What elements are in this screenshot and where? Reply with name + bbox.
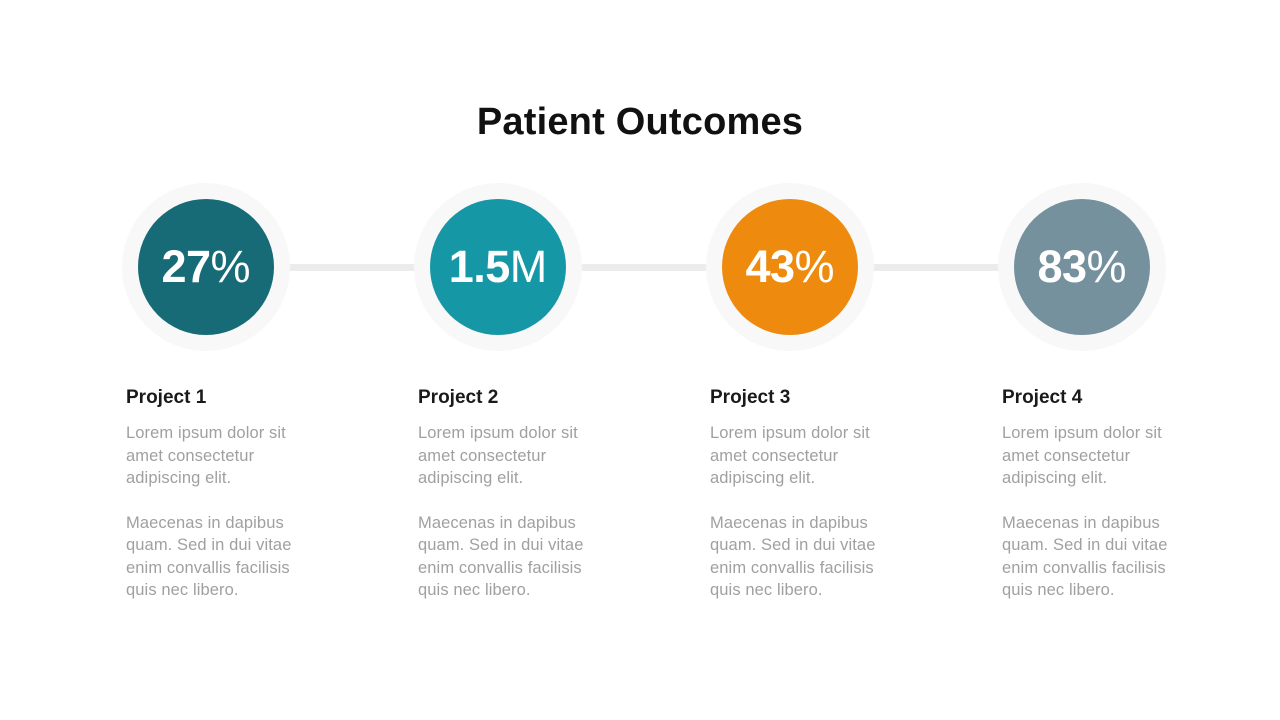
milestone-column-4: 83% Project 4 Lorem ipsum dolor sit amet… [998,183,1197,602]
stat-circle: 83% [1014,199,1150,335]
stat-circle-halo: 1.5 M [414,183,582,351]
project-paragraph-2: Maecenas in dapibus quam. Sed in dui vit… [126,513,292,600]
stat-suffix: M [509,241,548,292]
milestones-grid: 27% Project 1 Lorem ipsum dolor sit amet… [122,183,1197,602]
milestone-column-3: 43% Project 3 Lorem ipsum dolor sit amet… [706,183,905,602]
stat-value: 1.5 [448,241,511,292]
project-paragraph-1: Lorem ipsum dolor sit amet consectetur a… [126,424,286,487]
project-paragraph-2: Maecenas in dapibus quam. Sed in dui vit… [1002,513,1168,600]
stat-circle-halo: 83% [998,183,1166,351]
stat-suffix: % [794,241,835,292]
stat-suffix: % [1086,241,1127,292]
stat-value: 27 [161,241,211,292]
project-title: Project 4 [1002,387,1083,408]
stat-suffix: % [210,241,251,292]
milestone-column-2: 1.5 M Project 2 Lorem ipsum dolor sit ame… [414,183,613,602]
project-title: Project 3 [710,387,791,408]
project-paragraph-2: Maecenas in dapibus quam. Sed in dui vit… [710,513,876,600]
stat-circle: 27% [138,199,274,335]
project-paragraph-1: Lorem ipsum dolor sit amet consectetur a… [1002,424,1162,487]
stat-value: 43 [745,241,795,292]
milestone-column-1: 27% Project 1 Lorem ipsum dolor sit amet… [122,183,321,602]
connector-line [206,264,1082,271]
project-title: Project 1 [126,387,207,408]
stat-value: 83 [1037,241,1087,292]
page-title: Patient Outcomes [476,101,804,144]
project-title: Project 2 [418,387,499,408]
project-paragraph-2: Maecenas in dapibus quam. Sed in dui vit… [418,513,584,600]
milestones-section: 27% Project 1 Lorem ipsum dolor sit amet… [122,183,1197,602]
stat-circle: 43% [722,199,858,335]
stat-circle-halo: 43% [706,183,874,351]
project-paragraph-1: Lorem ipsum dolor sit amet consectetur a… [418,424,578,487]
stat-circle-halo: 27% [122,183,290,351]
project-paragraph-1: Lorem ipsum dolor sit amet consectetur a… [710,424,870,487]
stat-circle: 1.5 M [430,199,566,335]
